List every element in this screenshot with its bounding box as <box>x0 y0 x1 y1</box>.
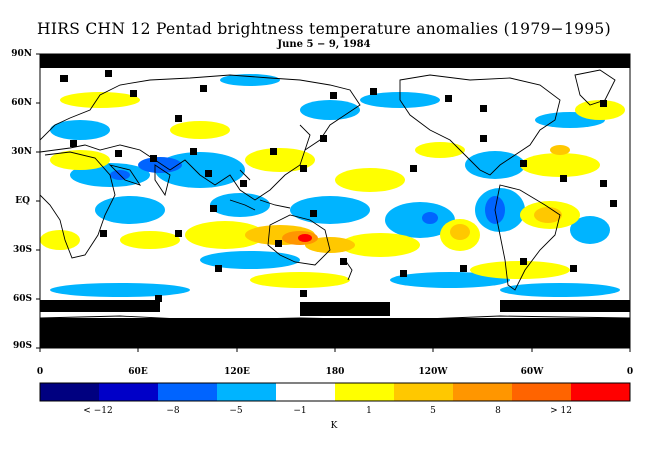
colorbar-label-8-neg: −8 <box>166 406 180 416</box>
missing-data-north <box>40 54 630 68</box>
lon-label-0: 0 <box>36 367 44 377</box>
colorbar-label-lt-12: < −12 <box>83 406 113 416</box>
missing-data-squares <box>60 70 617 302</box>
continent-outlines <box>40 69 630 321</box>
colorbar-label-5: 5 <box>430 406 436 416</box>
colorbar-label-1-neg: −1 <box>293 406 307 416</box>
lat-label-90s: 90S <box>12 341 32 351</box>
lat-label-60n: 60N <box>11 98 32 108</box>
lon-label-0-east: 0 <box>626 367 634 377</box>
lat-label-60s: 60S <box>12 294 32 304</box>
lon-label-120e: 120E <box>224 367 250 377</box>
lon-label-180: 180 <box>325 367 345 377</box>
missing-data-south <box>40 318 630 348</box>
lon-label-120w: 120W <box>418 367 448 377</box>
axis-ticks <box>36 53 631 352</box>
map-subtitle: June 5 − 9, 1984 <box>277 39 371 50</box>
anomaly-patches-yellow <box>40 92 625 288</box>
colorbar-unit: K <box>330 421 338 431</box>
lat-label-30n: 30N <box>11 147 32 157</box>
lon-label-60e: 60E <box>128 367 148 377</box>
map-title: HIRS CHN 12 Pentad brightness temperatur… <box>37 20 611 38</box>
colorbar-label-gt-12: > 12 <box>550 406 572 416</box>
colorbar-label-1: 1 <box>366 406 372 416</box>
lat-label-90n: 90N <box>11 49 32 59</box>
anomaly-patches-red <box>298 234 312 242</box>
lat-label-eq: EQ <box>15 196 30 206</box>
colorbar-label-5-neg: −5 <box>229 406 243 416</box>
colorbar-label-8: 8 <box>495 406 501 416</box>
lon-label-60w: 60W <box>520 367 544 377</box>
lat-label-30s: 30S <box>12 245 32 255</box>
